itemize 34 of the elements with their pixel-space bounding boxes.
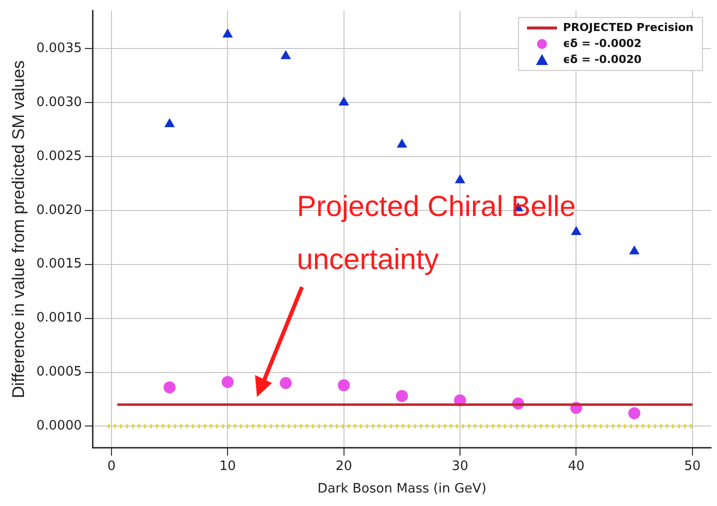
y-tick-label: 0.0000 <box>36 418 82 434</box>
x-tick-label: 40 <box>568 458 584 474</box>
x-tick-label: 50 <box>684 458 701 474</box>
point <box>628 407 640 420</box>
annotation: Projected Chiral Belle uncertainty <box>296 191 576 276</box>
legend-label: PROJECTED Precision <box>563 21 694 34</box>
y-tick-label: 0.0015 <box>36 256 82 272</box>
x-tick-label: 10 <box>219 458 236 474</box>
y-tick-label: 0.0035 <box>36 40 82 56</box>
x-tick-label: 20 <box>336 458 352 474</box>
y-tick-label: 0.0030 <box>36 94 82 110</box>
point <box>629 245 640 254</box>
y-axis-title: Difference in value from predicted SM values <box>8 60 28 398</box>
x-tick-label: 30 <box>452 458 468 474</box>
y-tick-label: 0.0020 <box>36 202 82 218</box>
x-tick-label: 0 <box>107 458 116 474</box>
point <box>396 390 408 402</box>
point <box>164 118 175 128</box>
point <box>280 50 291 60</box>
point <box>571 226 582 235</box>
x-axis-title: Dark Boson Mass (in GeV) <box>317 482 486 497</box>
y-tick-label: 0.0025 <box>36 148 82 164</box>
point <box>454 174 466 184</box>
point <box>164 381 176 394</box>
point <box>396 138 408 148</box>
point <box>222 28 233 38</box>
point <box>338 379 350 392</box>
legend-label: ϵδ = -0.0002 <box>563 37 642 50</box>
point <box>338 96 350 106</box>
legend-label: ϵδ = -0.0020 <box>563 53 642 66</box>
point <box>222 376 234 388</box>
point <box>280 377 292 390</box>
y-tick-label: 0.0005 <box>36 364 82 380</box>
y-tick-label: 0.0010 <box>36 310 82 326</box>
